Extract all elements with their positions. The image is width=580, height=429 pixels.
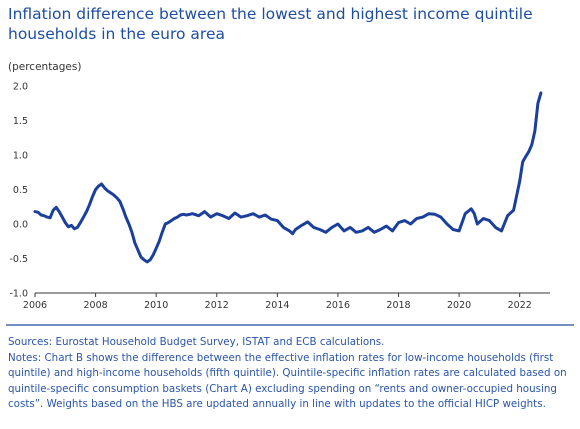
y-tick-label: 1.0 [13,151,28,162]
x-tick-label: 2018 [386,300,410,311]
y-tick-label: -0.5 [9,254,28,265]
notes-text: Notes: Chart B shows the difference betw… [8,351,567,411]
notes-block: Sources: Eurostat Household Budget Surve… [8,335,576,413]
x-tick-label: 2020 [447,300,471,311]
y-axis-ticks: -1.0 -0.5 0.0 0.5 1.0 1.5 2.0 [9,82,28,300]
x-tick-label: 2006 [23,300,47,311]
y-tick-label: -1.0 [9,289,28,300]
sources-text: Sources: Eurostat Household Budget Surve… [8,336,385,348]
unit-label: (percentages) [8,61,81,73]
y-tick-label: 2.0 [13,82,28,93]
x-axis-ticks: 2006 2008 2010 2012 2014 2016 2018 2020 2022 [23,293,532,311]
x-tick-label: 2010 [144,300,168,311]
x-tick-label: 2012 [205,300,229,311]
y-tick-label: 0.5 [13,185,28,196]
x-tick-label: 2014 [265,300,289,311]
x-tick-label: 2008 [83,300,107,311]
line-chart: (percentages) -1.0 -0.5 0.0 0.5 1.0 1.5 2.0 20… [6,61,574,326]
chart-title: Inflation difference between the lowest … [8,5,533,43]
x-tick-label: 2022 [508,300,532,311]
y-tick-label: 1.5 [13,116,28,127]
x-tick-label: 2016 [326,300,350,311]
y-tick-label: 0.0 [13,220,28,231]
series-line [33,91,543,264]
